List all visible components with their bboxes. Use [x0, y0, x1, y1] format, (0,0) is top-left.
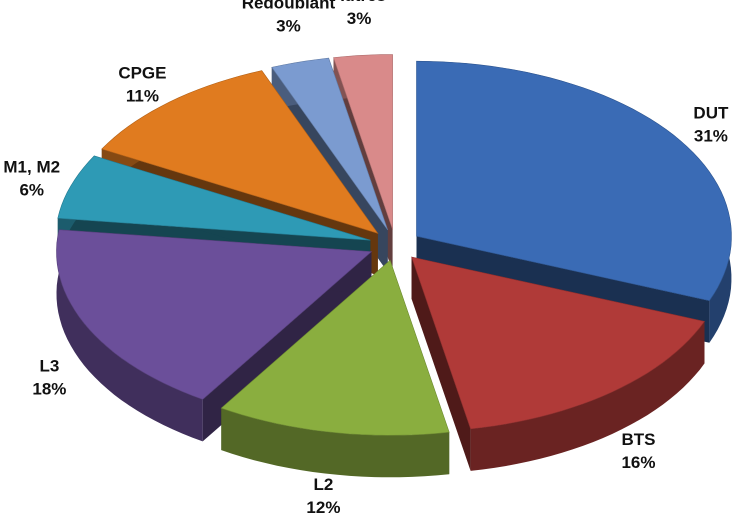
slice-top — [220, 259, 450, 436]
slice-wall — [411, 257, 471, 471]
value-label: 3% — [276, 17, 301, 36]
slice — [220, 259, 450, 478]
slice-top — [416, 60, 732, 302]
slice-side — [56, 229, 203, 442]
slice-side — [221, 408, 450, 478]
category-label: L2 — [314, 475, 334, 494]
category-label: L3 — [39, 356, 59, 375]
category-label: Autres — [332, 0, 386, 5]
value-label: 6% — [19, 181, 44, 200]
slice-top — [56, 229, 373, 400]
slice-top — [101, 70, 379, 234]
slice-top — [271, 57, 388, 231]
slice-top — [333, 54, 393, 230]
category-label: M1, M2 — [3, 158, 60, 177]
slice-top — [411, 256, 706, 430]
slice-top — [57, 155, 371, 241]
value-label: 11% — [126, 86, 159, 105]
category-label: DUT — [693, 104, 729, 123]
value-label: 31% — [694, 127, 728, 146]
category-label: CPGE — [118, 63, 166, 82]
category-label: BTS — [621, 430, 655, 449]
value-label: 18% — [32, 379, 66, 398]
value-label: 3% — [347, 9, 372, 28]
slice-side — [470, 321, 705, 471]
value-label: 16% — [621, 453, 655, 472]
slice — [411, 256, 706, 471]
value-label: 12% — [306, 498, 340, 517]
category-label: Redoublant — [242, 0, 336, 13]
